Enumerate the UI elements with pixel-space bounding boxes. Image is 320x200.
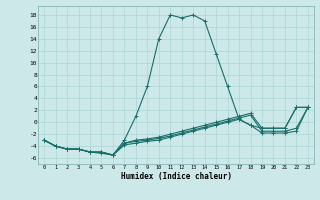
X-axis label: Humidex (Indice chaleur): Humidex (Indice chaleur)	[121, 172, 231, 181]
